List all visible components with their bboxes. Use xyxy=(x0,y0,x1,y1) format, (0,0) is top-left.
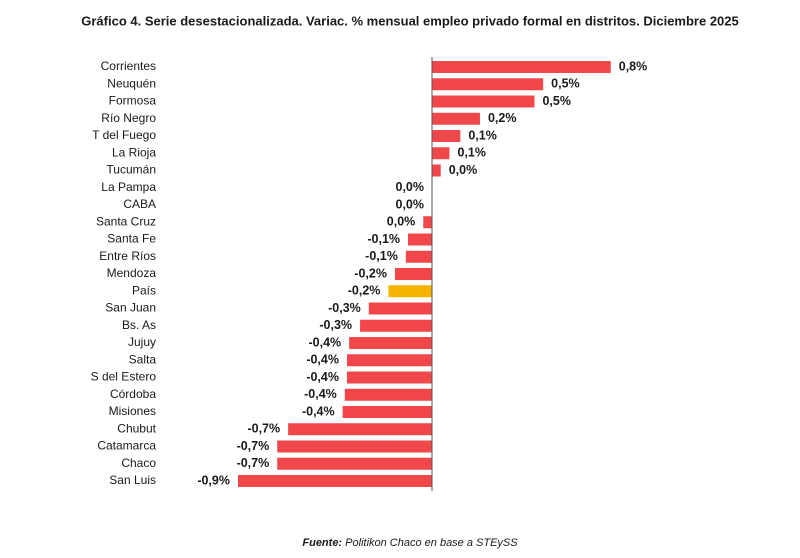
bar xyxy=(346,354,432,367)
source: Fuente: Politikon Chaco en base a STEySS xyxy=(302,537,518,549)
value-label: -0,4% xyxy=(309,335,342,349)
bar xyxy=(360,319,432,332)
category-label: Bs. As xyxy=(122,318,156,332)
bar xyxy=(432,130,461,142)
value-label: -0,9% xyxy=(197,473,230,487)
category-label: CABA xyxy=(123,197,156,211)
category-label: Formosa xyxy=(109,94,157,108)
value-label: -0,4% xyxy=(306,370,339,384)
value-label: -0,1% xyxy=(367,232,400,246)
category-label: Río Negro xyxy=(101,111,156,125)
category-label: Santa Fe xyxy=(107,232,156,246)
value-label: -0,4% xyxy=(302,404,335,418)
bar xyxy=(408,233,432,246)
category-label: Tucumán xyxy=(106,163,156,177)
value-label: 0,0% xyxy=(396,180,425,194)
bar xyxy=(432,95,535,108)
value-label: -0,7% xyxy=(247,422,280,436)
value-label: -0,1% xyxy=(365,249,398,263)
bar xyxy=(432,147,450,160)
value-label: 0,5% xyxy=(542,94,571,108)
value-label: -0,3% xyxy=(319,318,352,332)
category-label: Salta xyxy=(129,352,157,366)
bar xyxy=(432,78,544,91)
bar xyxy=(432,112,480,125)
category-label: Catamarca xyxy=(97,439,156,453)
bar xyxy=(344,388,432,401)
category-label: T del Fuego xyxy=(92,128,156,142)
bar xyxy=(432,164,441,177)
value-label: -0,7% xyxy=(237,439,270,453)
value-label: 0,0% xyxy=(387,215,416,229)
bar xyxy=(388,285,432,298)
chart-title: Gráfico 4. Serie desestacionalizada. Var… xyxy=(81,13,739,28)
category-label: Jujuy xyxy=(128,335,156,349)
bar xyxy=(277,440,432,453)
category-label: La Rioja xyxy=(112,145,156,159)
bar xyxy=(349,337,432,349)
bar xyxy=(368,302,432,315)
category-label: Entre Ríos xyxy=(99,249,156,263)
category-label: Chubut xyxy=(117,421,156,435)
bar xyxy=(277,457,432,470)
value-label: 0,0% xyxy=(449,163,478,177)
bar xyxy=(394,268,432,280)
bar xyxy=(288,423,432,436)
value-label: -0,2% xyxy=(354,266,387,280)
category-label: Mendoza xyxy=(107,266,157,280)
bar xyxy=(423,216,432,229)
value-label: -0,4% xyxy=(304,387,337,401)
value-label: -0,3% xyxy=(328,301,361,315)
source-text: Politikon Chaco en base a STEySS xyxy=(345,537,518,549)
category-label: S del Estero xyxy=(91,370,157,384)
category-label: La Pampa xyxy=(101,180,156,194)
category-label: Chaco xyxy=(121,456,156,470)
value-label: 0,8% xyxy=(619,59,648,73)
value-label: 0,2% xyxy=(488,111,516,125)
category-label: Santa Cruz xyxy=(96,214,156,228)
value-label: -0,2% xyxy=(348,284,381,298)
source-label: Fuente: xyxy=(302,537,342,549)
category-label: San Juan xyxy=(105,301,156,315)
value-label: 0,1% xyxy=(457,146,486,160)
category-label: País xyxy=(132,283,156,297)
bar xyxy=(237,475,432,487)
bar xyxy=(405,250,432,263)
bar xyxy=(346,371,432,384)
value-label: 0,0% xyxy=(396,197,425,211)
category-label: Misiones xyxy=(109,404,156,418)
category-label: Neuquén xyxy=(107,76,156,90)
category-label: Corrientes xyxy=(101,59,156,73)
bar xyxy=(342,406,432,418)
value-label: -0,4% xyxy=(306,353,339,367)
category-label: Córdoba xyxy=(110,387,156,401)
category-label: San Luis xyxy=(109,473,156,487)
value-label: -0,7% xyxy=(237,456,270,470)
value-label: 0,1% xyxy=(468,128,497,142)
value-label: 0,5% xyxy=(551,77,580,91)
bar xyxy=(432,61,611,73)
